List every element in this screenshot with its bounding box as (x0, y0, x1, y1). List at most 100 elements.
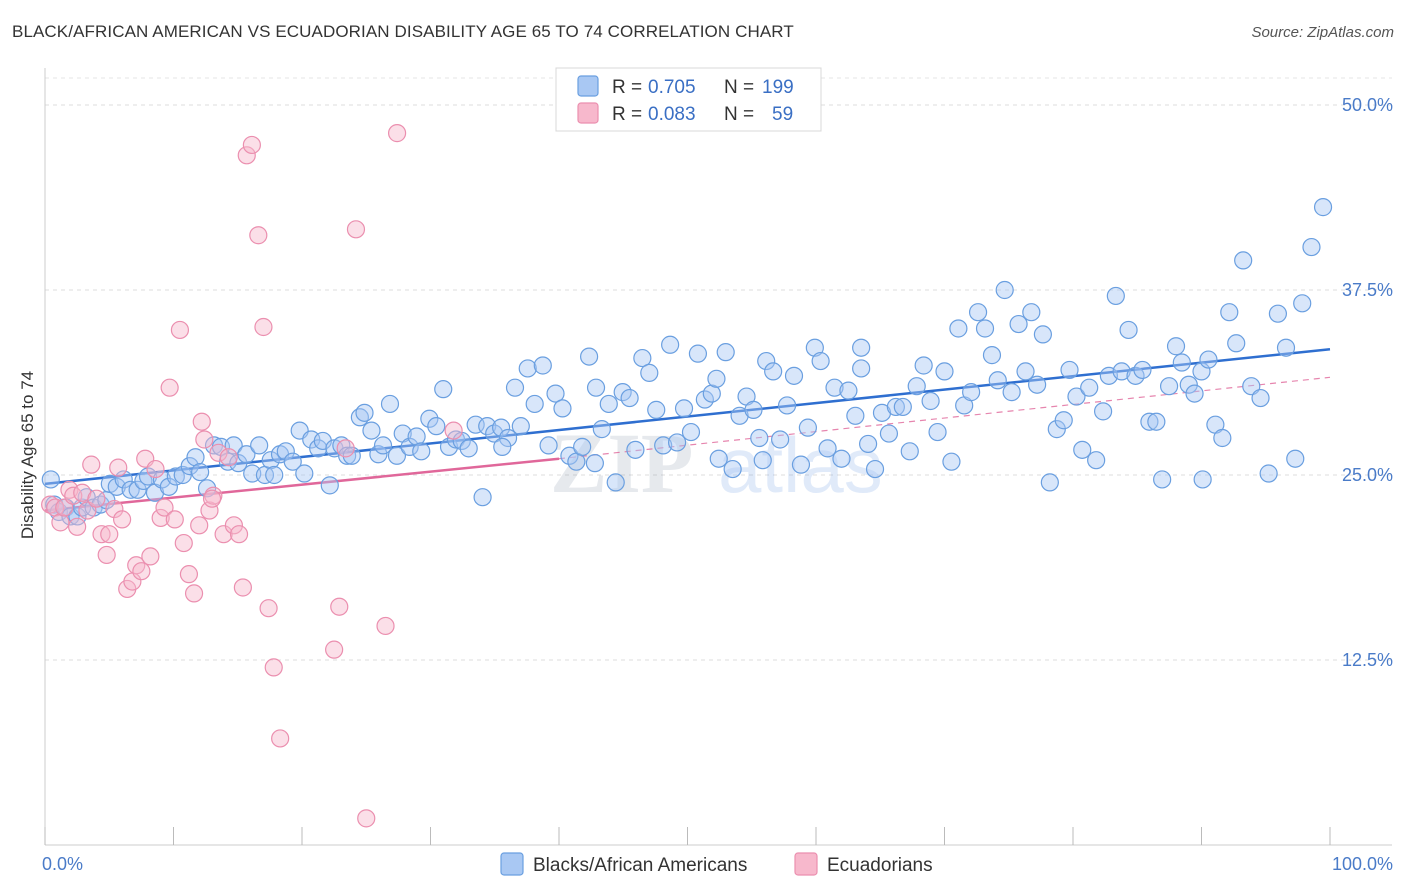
point-blacks (420, 409, 439, 428)
point-blacks (283, 452, 302, 471)
point-blacks (295, 464, 314, 483)
point-blacks (667, 433, 687, 452)
point-blacks (1268, 304, 1288, 323)
point-blacks (573, 437, 592, 456)
point-blacks (606, 473, 625, 492)
point-blacks (186, 448, 205, 467)
point-blacks (839, 381, 858, 400)
point-ecuadorians (82, 455, 101, 474)
point-blacks (1172, 353, 1191, 372)
tick-labels: 12.5% 25.0% 37.5% 50.0% 0.0% 100.0% (42, 95, 1393, 874)
y-axis-label: Disability Age 65 to 74 (18, 371, 37, 539)
point-blacks (791, 455, 811, 474)
point-ecuadorians (141, 547, 160, 566)
point-ecuadorians (376, 616, 395, 636)
point-ecuadorians (41, 495, 60, 514)
point-blacks (968, 303, 988, 322)
point-blacks (369, 445, 388, 464)
point-blacks (197, 479, 217, 498)
point-ecuadorians (219, 448, 238, 467)
point-blacks (893, 397, 912, 417)
point-blacks (1112, 362, 1131, 381)
point-blacks (466, 415, 485, 434)
point-blacks (1009, 314, 1028, 334)
point-blacks (702, 384, 721, 403)
series-legend-label-ecuadorians: Ecuadorians (827, 855, 933, 876)
point-ecuadorians (87, 489, 106, 508)
point-blacks (1302, 237, 1321, 257)
point-blacks (166, 467, 185, 486)
point-blacks (832, 449, 851, 468)
y-tick-label: 12.5% (1342, 650, 1393, 670)
trend-line-extension-1 (558, 376, 1331, 460)
point-ecuadorians (195, 430, 214, 449)
point-blacks (585, 454, 604, 473)
point-blacks (68, 507, 87, 526)
point-blacks (1259, 464, 1278, 483)
point-blacks (546, 384, 565, 403)
legend-n-value-1: 199 (762, 77, 794, 98)
point-blacks (1293, 294, 1312, 313)
stats-legend: R = 0.705 N = 199 R = 0.083 N = 59 (555, 67, 822, 132)
point-blacks (1179, 375, 1198, 394)
point-ecuadorians (100, 525, 119, 544)
point-blacks (921, 391, 940, 411)
point-blacks (41, 470, 60, 489)
point-blacks (900, 442, 919, 461)
point-blacks (1193, 470, 1212, 489)
series-legend-label-blacks: Blacks/African Americans (533, 855, 747, 876)
point-blacks (1033, 325, 1053, 344)
point-blacks (1159, 377, 1179, 396)
point-ecuadorians (190, 516, 209, 535)
point-blacks (886, 397, 905, 417)
point-blacks (928, 422, 947, 442)
point-blacks (681, 422, 701, 442)
point-blacks (265, 465, 284, 485)
point-blacks (387, 446, 407, 465)
y-tick-label: 50.0% (1342, 95, 1393, 115)
point-blacks (626, 440, 645, 459)
point-blacks (342, 446, 361, 465)
y-tick-label: 25.0% (1342, 465, 1393, 485)
point-blacks (1087, 451, 1106, 470)
point-blacks (1166, 337, 1186, 356)
point-blacks (695, 390, 714, 409)
point-ecuadorians (444, 421, 463, 440)
point-ecuadorians (325, 640, 344, 659)
point-blacks (613, 383, 632, 402)
point-ecuadorians (174, 533, 193, 553)
point-ecuadorians (264, 658, 283, 677)
legend-r-label-1: R = (612, 77, 642, 98)
legend-n-label-2: N = (724, 104, 754, 125)
point-ecuadorians (271, 729, 290, 748)
point-ecuadorians (170, 320, 190, 340)
point-blacks (988, 371, 1007, 390)
axes (44, 68, 1392, 846)
point-ecuadorians (242, 135, 261, 155)
point-ecuadorians (202, 489, 222, 508)
point-blacks (962, 383, 981, 402)
point-blacks (709, 449, 728, 468)
point-blacks (407, 427, 426, 446)
point-blacks (250, 436, 269, 455)
point-blacks (380, 394, 400, 414)
point-blacks (533, 356, 552, 375)
point-blacks (1067, 387, 1086, 406)
point-blacks (485, 424, 504, 443)
point-ecuadorians (160, 378, 179, 397)
point-ecuadorians (330, 597, 349, 616)
legend-r-value-2: 0.083 (648, 104, 696, 125)
point-blacks (539, 436, 558, 455)
legend-swatch-ecuadorians (577, 102, 599, 124)
point-blacks (674, 399, 694, 418)
point-blacks (592, 420, 611, 439)
point-blacks (505, 378, 525, 397)
point-blacks (114, 470, 133, 489)
point-blacks (237, 445, 256, 464)
point-blacks (459, 439, 478, 458)
point-ecuadorians (51, 513, 70, 532)
point-ecuadorians (254, 317, 273, 337)
point-ecuadorians (132, 562, 151, 581)
point-blacks (1153, 470, 1172, 489)
data-points (41, 124, 1333, 828)
